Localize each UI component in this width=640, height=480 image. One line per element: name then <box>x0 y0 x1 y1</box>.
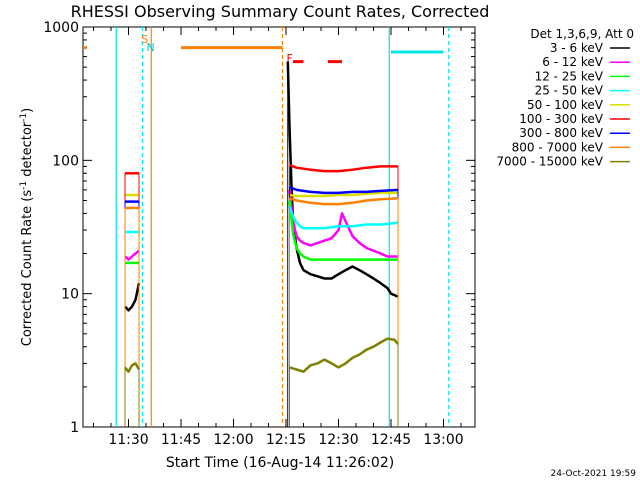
legend-label: 100 - 300 keV <box>519 112 603 126</box>
x-tick-label: 13:00 <box>423 432 463 448</box>
legend-label: 300 - 800 keV <box>519 126 603 140</box>
series-line-5-1 <box>289 164 398 173</box>
flare-flag-label: F <box>287 52 293 65</box>
legend-label: 800 - 7000 keV <box>512 140 604 154</box>
series-line-0-0 <box>124 282 141 312</box>
y-tick-label: 100 <box>52 153 79 169</box>
x-tick-label: 11:30 <box>108 432 148 448</box>
x-tick-label: 12:15 <box>266 432 306 448</box>
x-axis-label: Start Time (16-Aug-14 11:26:02) <box>166 455 394 471</box>
legend-header: Det 1,3,6,9, Att 0 <box>530 27 634 41</box>
x-tick-label: 12:30 <box>318 432 358 448</box>
footer-timestamp: 24-Oct-2021 19:59 <box>551 469 637 479</box>
chart-title: RHESSI Observing Summary Count Rates, Co… <box>71 2 490 21</box>
plot-area <box>82 26 476 428</box>
y-axis-label: Corrected Count Rate (s-1 detector-1) <box>19 108 35 346</box>
x-tick-labels: 11:30 11:45 12:00 12:15 12:30 12:45 13:00 <box>108 432 463 448</box>
series-line-8-1 <box>289 337 399 373</box>
flag-markers: SN F <box>83 27 450 427</box>
legend-label: 25 - 50 keV <box>535 84 604 98</box>
series-line-8-0 <box>124 362 141 373</box>
series-line-3-1 <box>288 206 399 230</box>
series-line-0-1 <box>286 61 399 298</box>
legend-label: 6 - 12 keV <box>542 55 604 69</box>
legend-label: 7000 - 15000 keV <box>496 155 603 169</box>
series-line-4-1 <box>289 191 398 198</box>
x-tick-label: 12:00 <box>213 432 253 448</box>
legend-label: 3 - 6 keV <box>550 41 604 55</box>
series-line-1-1 <box>288 189 398 258</box>
series-line-2-1 <box>288 200 398 261</box>
series-line-1-0 <box>124 249 140 261</box>
x-tick-label: 12:45 <box>371 432 411 448</box>
x-tick-label: 11:45 <box>161 432 201 448</box>
y-tick-labels: 1 10 100 1000 <box>43 20 79 436</box>
night-flag-label: N <box>147 41 155 54</box>
series-lines <box>124 61 399 427</box>
y-tick-label: 1000 <box>43 20 79 36</box>
series-line-6-1 <box>289 185 399 195</box>
series-line-7-1 <box>289 196 399 206</box>
axis-ticks <box>83 27 475 428</box>
y-tick-label: 1 <box>70 420 79 436</box>
legend-label: 12 - 25 keV <box>535 69 604 83</box>
legend-label: 50 - 100 keV <box>527 98 604 112</box>
saa-flag-label: S <box>141 33 148 46</box>
y-tick-label: 10 <box>61 287 79 303</box>
